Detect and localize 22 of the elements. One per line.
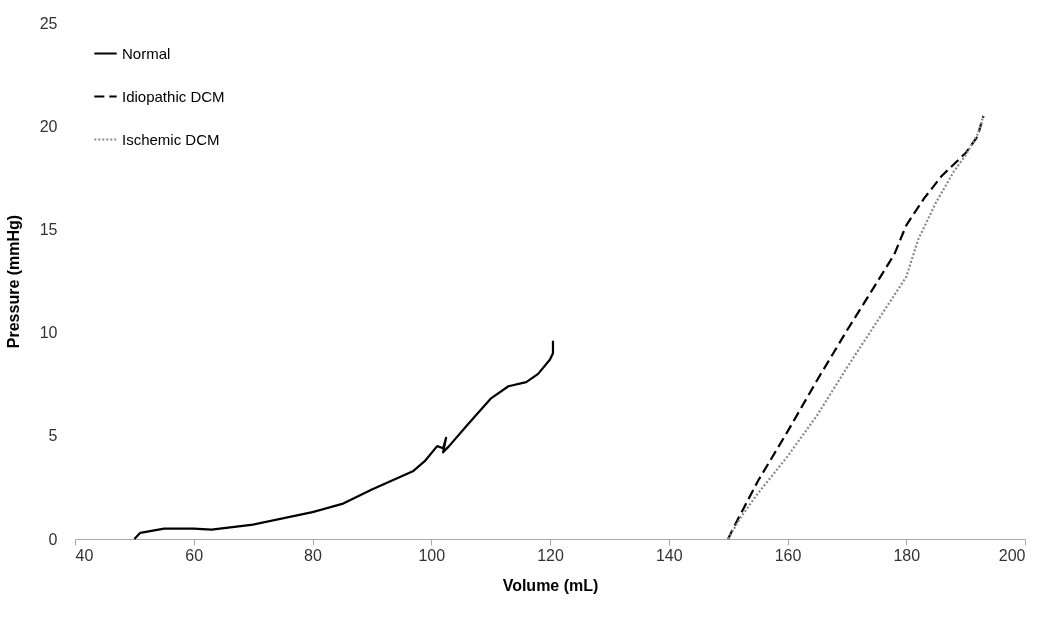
y-tick-label: 20 — [39, 117, 58, 135]
x-tick-label: 60 — [185, 546, 204, 564]
legend-label: Normal — [122, 44, 171, 62]
x-tick-label: 100 — [418, 546, 446, 564]
x-axis-title: Volume (mL) — [502, 576, 599, 594]
x-tick-label: 180 — [893, 546, 921, 564]
x-tick-label: 200 — [998, 546, 1026, 564]
y-tick-label: 10 — [39, 324, 58, 342]
line-series — [727, 114, 985, 541]
legend-label: Ischemic DCM — [122, 130, 220, 148]
line-series — [133, 339, 555, 541]
y-axis-title: Pressure (mmHg) — [4, 214, 22, 349]
y-tick-label: 25 — [39, 14, 58, 32]
y-tick-label: 5 — [48, 427, 58, 445]
x-tick-label: 120 — [537, 546, 564, 564]
legend-label: Idiopathic DCM — [122, 87, 225, 105]
y-tick-label: 15 — [39, 220, 58, 238]
x-tick-label: 160 — [774, 546, 802, 564]
y-tick-label: 0 — [48, 530, 58, 548]
x-tick-label: 40 — [75, 546, 94, 564]
x-tick-label: 140 — [655, 546, 683, 564]
x-tick-label: 80 — [304, 546, 322, 564]
